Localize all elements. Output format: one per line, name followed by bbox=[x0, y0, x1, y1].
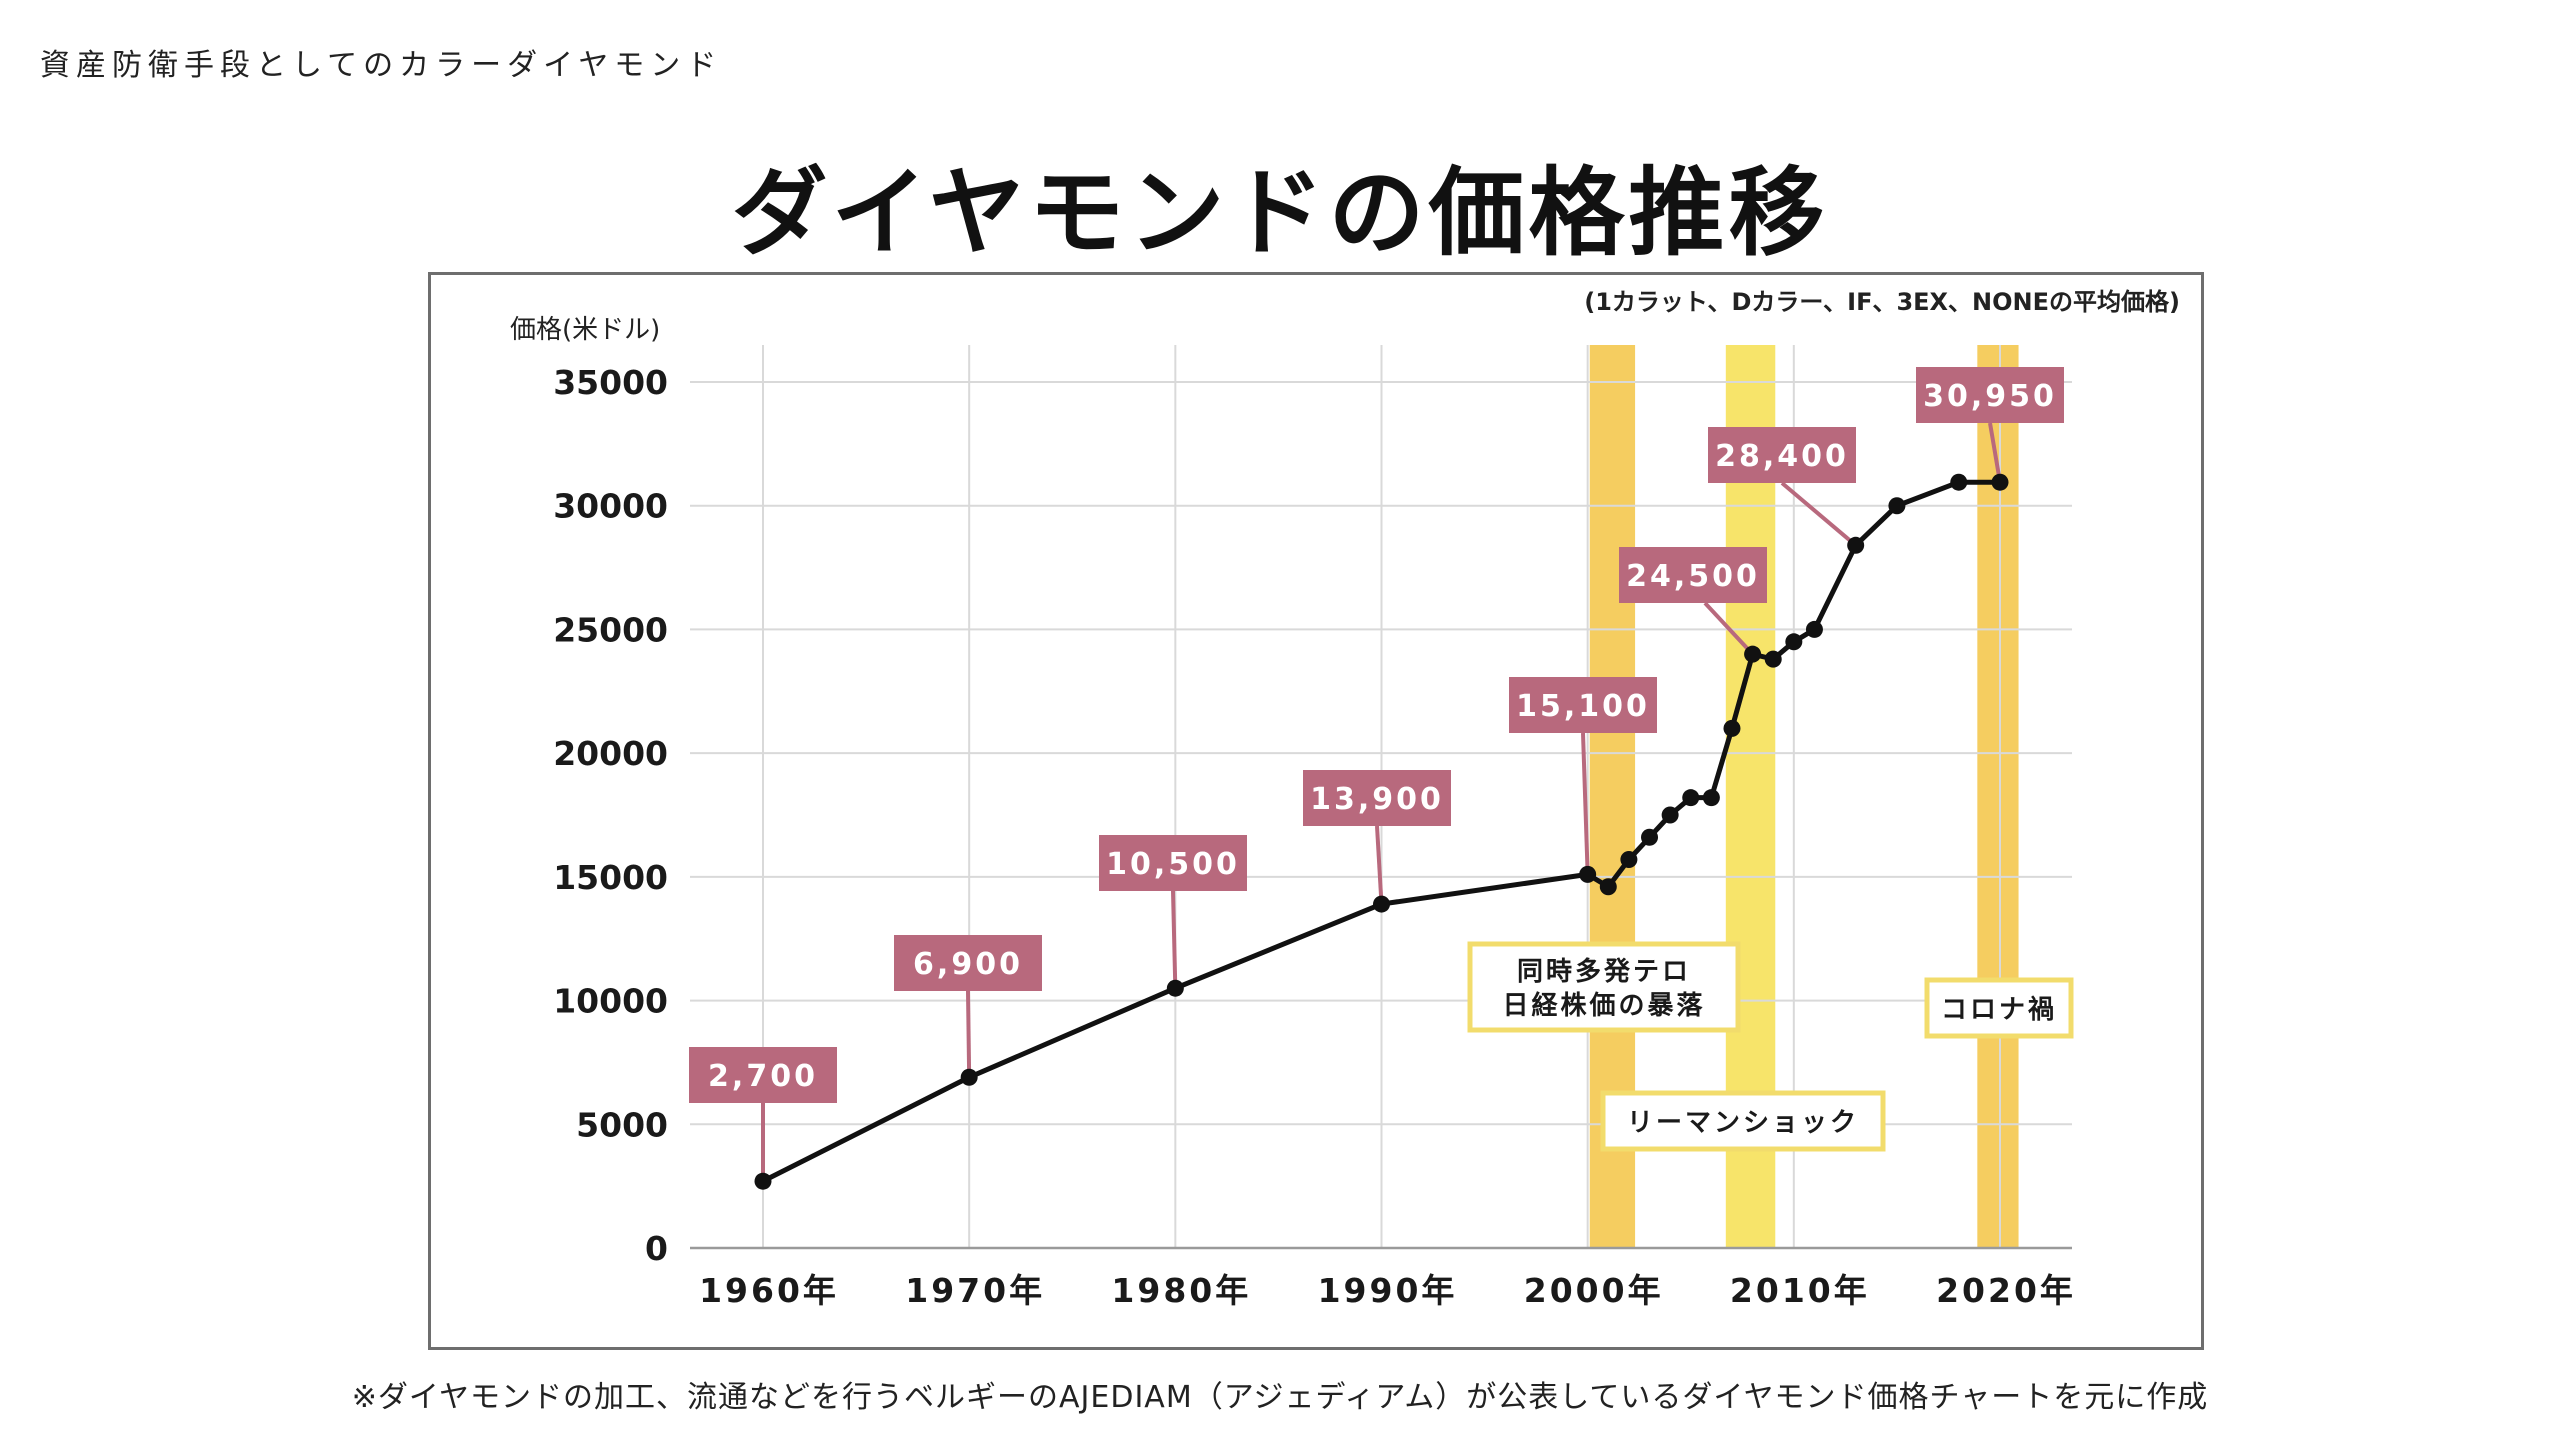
data-point bbox=[754, 1172, 772, 1190]
value-label-box bbox=[1303, 770, 1451, 826]
value-label-connector bbox=[1581, 732, 1590, 875]
value-label-box bbox=[1619, 547, 1767, 603]
slide-header: 資産防衛手段としてのカラーダイヤモンド bbox=[40, 48, 723, 83]
value-label: 28,400 bbox=[1715, 439, 1849, 474]
annotation-text: リーマンショック bbox=[1627, 1108, 1859, 1138]
data-point bbox=[1682, 789, 1700, 807]
data-point bbox=[1579, 865, 1597, 883]
value-label: 2,700 bbox=[708, 1059, 818, 1094]
y-tick-label: 15000 bbox=[553, 858, 668, 897]
annotation-box bbox=[1924, 977, 2074, 1039]
x-tick-label: 2010年 bbox=[1730, 1271, 1870, 1310]
value-label-box bbox=[1099, 835, 1247, 891]
y-tick-label: 10000 bbox=[553, 982, 668, 1021]
y-axis-label: 価格(米ドル) bbox=[510, 315, 660, 345]
value-label-connector bbox=[1375, 825, 1384, 905]
x-tick-label: 2020年 bbox=[1936, 1271, 2076, 1310]
y-tick-label: 20000 bbox=[553, 734, 668, 773]
data-point bbox=[1805, 620, 1823, 638]
value-label: 13,900 bbox=[1310, 782, 1444, 817]
y-tick-label: 25000 bbox=[553, 610, 668, 649]
annotation-text: コロナ禍 bbox=[1941, 995, 2057, 1025]
chart-subtitle: (1カラット、Dカラー、IF、3EX、NONEの平均価格) bbox=[1584, 288, 2180, 316]
footnote: ※ダイヤモンドの加工、流通などを行うベルギーのAJEDIAM（アジェディアム）が… bbox=[351, 1380, 2209, 1415]
annotation-box bbox=[1600, 1090, 1886, 1152]
data-point bbox=[1373, 895, 1390, 913]
value-label-connector bbox=[1780, 481, 1857, 547]
data-point bbox=[1723, 719, 1741, 737]
y-tick-label: 0 bbox=[645, 1229, 668, 1268]
annotation-text: 同時多発テロ bbox=[1517, 957, 1691, 987]
value-label-connector bbox=[1988, 422, 2002, 483]
value-label-box bbox=[689, 1047, 837, 1103]
y-tick-label: 35000 bbox=[553, 363, 668, 402]
price-line bbox=[761, 479, 2000, 1184]
x-tick-label: 1980年 bbox=[1111, 1271, 1251, 1310]
value-label-connector bbox=[1703, 601, 1755, 656]
data-point bbox=[1744, 645, 1762, 663]
chart-frame bbox=[428, 272, 2204, 1350]
value-label-connector bbox=[966, 990, 972, 1078]
y-tick-label: 30000 bbox=[553, 487, 668, 526]
y-tick-label: 5000 bbox=[576, 1105, 668, 1144]
data-point bbox=[1888, 497, 1906, 515]
slide-title: ダイヤモンドの価格推移 bbox=[731, 156, 1829, 269]
data-point bbox=[1641, 828, 1659, 846]
data-point bbox=[1785, 633, 1803, 651]
data-point bbox=[1166, 979, 1184, 997]
data-point bbox=[1950, 473, 1968, 491]
annotation-box bbox=[1467, 941, 1741, 1033]
x-tick-label: 1990年 bbox=[1318, 1271, 1458, 1310]
x-tick-label: 2000年 bbox=[1524, 1271, 1664, 1310]
value-label: 15,100 bbox=[1516, 689, 1650, 724]
value-label: 6,900 bbox=[913, 947, 1023, 982]
annotation-text: 日経株価の暴落 bbox=[1502, 990, 1705, 1021]
highlight-band bbox=[1977, 345, 2019, 1248]
value-label: 24,500 bbox=[1626, 559, 1760, 594]
x-tick-label: 1970年 bbox=[905, 1271, 1045, 1310]
value-label-connector bbox=[1171, 890, 1178, 989]
data-point bbox=[960, 1068, 978, 1086]
data-point bbox=[1661, 806, 1679, 824]
value-label: 10,500 bbox=[1106, 847, 1240, 882]
data-point bbox=[1702, 789, 1720, 807]
data-point bbox=[1847, 536, 1865, 554]
data-point bbox=[1620, 851, 1638, 869]
data-point bbox=[1991, 473, 2009, 491]
value-label: 30,950 bbox=[1923, 379, 2057, 414]
data-point bbox=[1599, 878, 1617, 896]
value-label-box bbox=[1916, 367, 2064, 423]
value-label-box bbox=[1509, 677, 1657, 733]
x-tick-label: 1960年 bbox=[699, 1271, 839, 1310]
data-point bbox=[1764, 650, 1782, 668]
value-label-box bbox=[894, 935, 1042, 991]
value-label-box bbox=[1708, 427, 1856, 483]
